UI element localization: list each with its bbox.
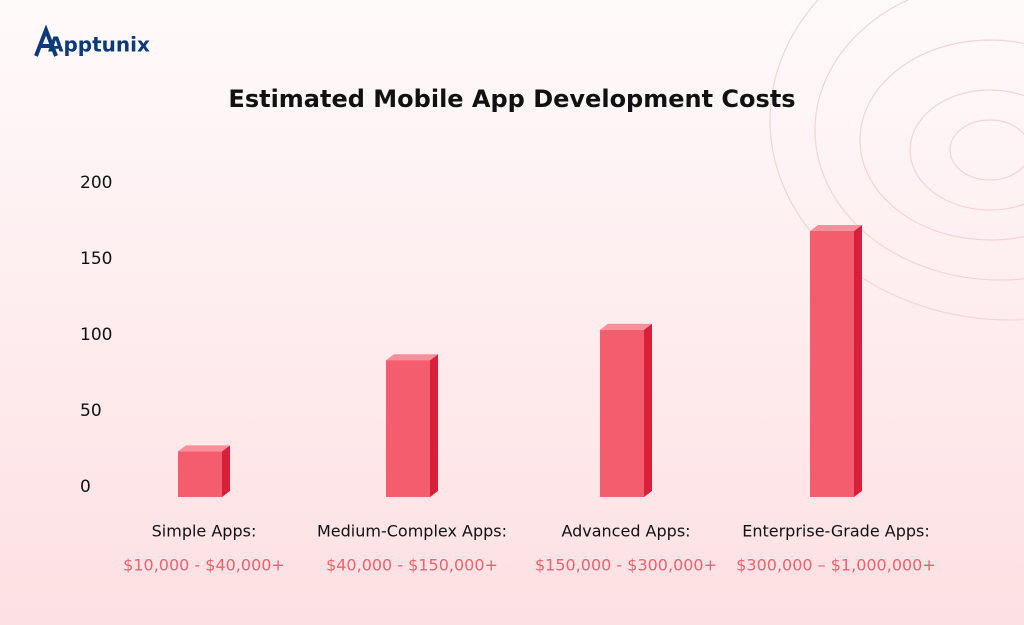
bar-side — [222, 445, 230, 497]
range-label: $40,000 - $150,000+ — [326, 556, 498, 575]
bar — [600, 329, 644, 497]
y-tick-label: 0 — [80, 477, 91, 497]
decoration — [769, 0, 1024, 321]
x-tick-label: Advanced Apps: — [561, 522, 690, 541]
y-tick-label: 200 — [80, 173, 112, 193]
x-tick-label: Medium-Complex Apps: — [317, 522, 507, 541]
y-tick-label: 100 — [80, 325, 112, 345]
bar — [810, 231, 854, 497]
logo-mark — [34, 24, 58, 57]
bar-top — [810, 225, 862, 231]
range-label: $10,000 - $40,000+ — [123, 556, 285, 575]
x-tick-label: Simple Apps: — [152, 522, 257, 541]
bar-side — [854, 225, 862, 497]
bar — [178, 451, 222, 497]
bar-top — [600, 323, 652, 330]
bar-top — [178, 445, 230, 452]
y-tick-label: 50 — [80, 401, 102, 421]
bar-side — [430, 354, 438, 497]
x-tick-label: Enterprise-Grade Apps: — [742, 522, 930, 541]
bar — [386, 360, 430, 497]
bar-side — [644, 323, 652, 497]
range-label: $150,000 - $300,000+ — [535, 556, 717, 575]
chart-title: Estimated Mobile App Development Costs — [228, 85, 795, 113]
brand: Apptunix — [48, 33, 150, 57]
bar-top — [386, 354, 438, 361]
y-tick-label: 150 — [80, 249, 112, 269]
range-label: $300,000 – $1,000,000+ — [736, 556, 936, 575]
